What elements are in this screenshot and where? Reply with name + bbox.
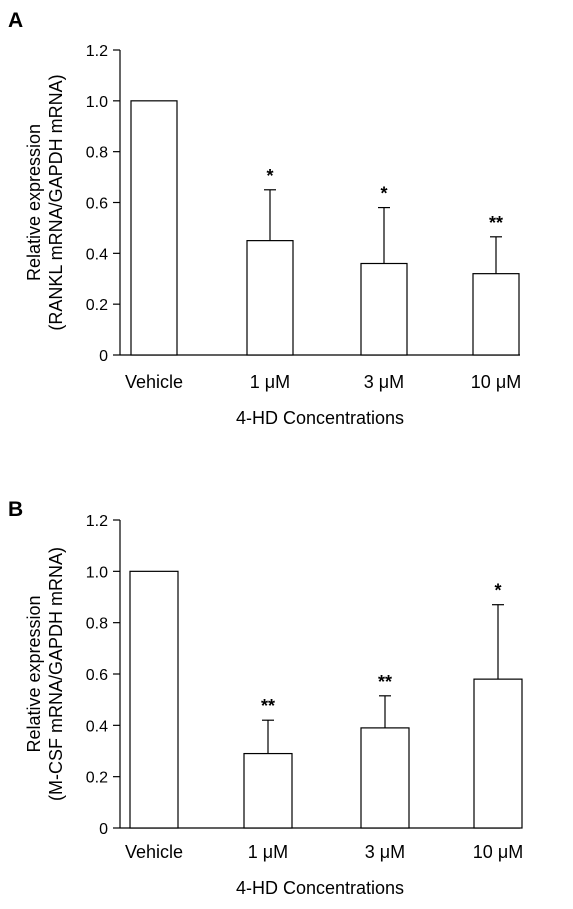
- y-tick-label: 0.2: [86, 297, 108, 314]
- y-axis-title-line-1: Relative expression: [24, 595, 44, 752]
- x-category-label: 3 μM: [364, 372, 404, 392]
- x-category-label: Vehicle: [125, 842, 183, 862]
- y-tick-label: 0.6: [86, 667, 108, 684]
- bar: [473, 678, 523, 829]
- panel-label: B: [8, 498, 23, 521]
- x-category-label: Vehicle: [125, 372, 183, 392]
- significance-mark: **: [489, 213, 503, 233]
- bar: [472, 273, 520, 356]
- bar: [243, 752, 293, 829]
- y-tick-label: 0.2: [86, 770, 108, 787]
- significance-mark: **: [261, 696, 275, 716]
- bar: [360, 727, 410, 829]
- y-axis-title-line-2: (M-CSF mRNA/GAPDH mRNA): [46, 547, 66, 801]
- y-tick-label: 0.6: [86, 196, 108, 213]
- y-tick-label: 0.4: [86, 718, 108, 735]
- significance-mark: *: [266, 166, 273, 186]
- y-tick-label: 0: [99, 821, 108, 838]
- chart-panel-a: A 0 0.2 0.4 0.6 0.8 1.0 1.2 Vehicle * 1 μM * 3 μM ** 1…: [8, 9, 521, 428]
- y-tick-label: 1.0: [86, 564, 108, 581]
- x-category-label: 1 μM: [248, 842, 288, 862]
- y-tick-label: 0.8: [86, 145, 108, 162]
- panel-label: A: [8, 9, 23, 32]
- chart-panel-b: B 0 0.2 0.4 0.6 0.8 1.0 1.2 Vehicle ** 1 μM ** 3 μM *…: [8, 498, 523, 898]
- bar: [246, 240, 294, 356]
- y-tick-label: 0.4: [86, 246, 108, 263]
- y-tick-label: 1.2: [86, 513, 108, 530]
- x-axis-title: 4-HD Concentrations: [236, 878, 404, 898]
- x-category-label: 1 μM: [250, 372, 290, 392]
- x-category-label: 10 μM: [473, 842, 523, 862]
- y-axis-title-line-1: Relative expression: [24, 124, 44, 281]
- significance-mark: **: [378, 672, 392, 692]
- bar: [129, 570, 179, 829]
- x-axis-title: 4-HD Concentrations: [236, 408, 404, 428]
- bar: [130, 100, 178, 356]
- significance-mark: *: [380, 184, 387, 204]
- y-tick-label: 1.0: [86, 94, 108, 111]
- y-tick-label: 0.8: [86, 616, 108, 633]
- x-category-label: 3 μM: [365, 842, 405, 862]
- y-axis-title-line-2: (RANKL mRNA/GAPDH mRNA): [46, 74, 66, 330]
- bar: [360, 262, 408, 356]
- x-category-label: 10 μM: [471, 372, 521, 392]
- y-tick-label: 1.2: [86, 43, 108, 60]
- significance-mark: *: [494, 581, 501, 601]
- y-tick-label: 0: [99, 348, 108, 365]
